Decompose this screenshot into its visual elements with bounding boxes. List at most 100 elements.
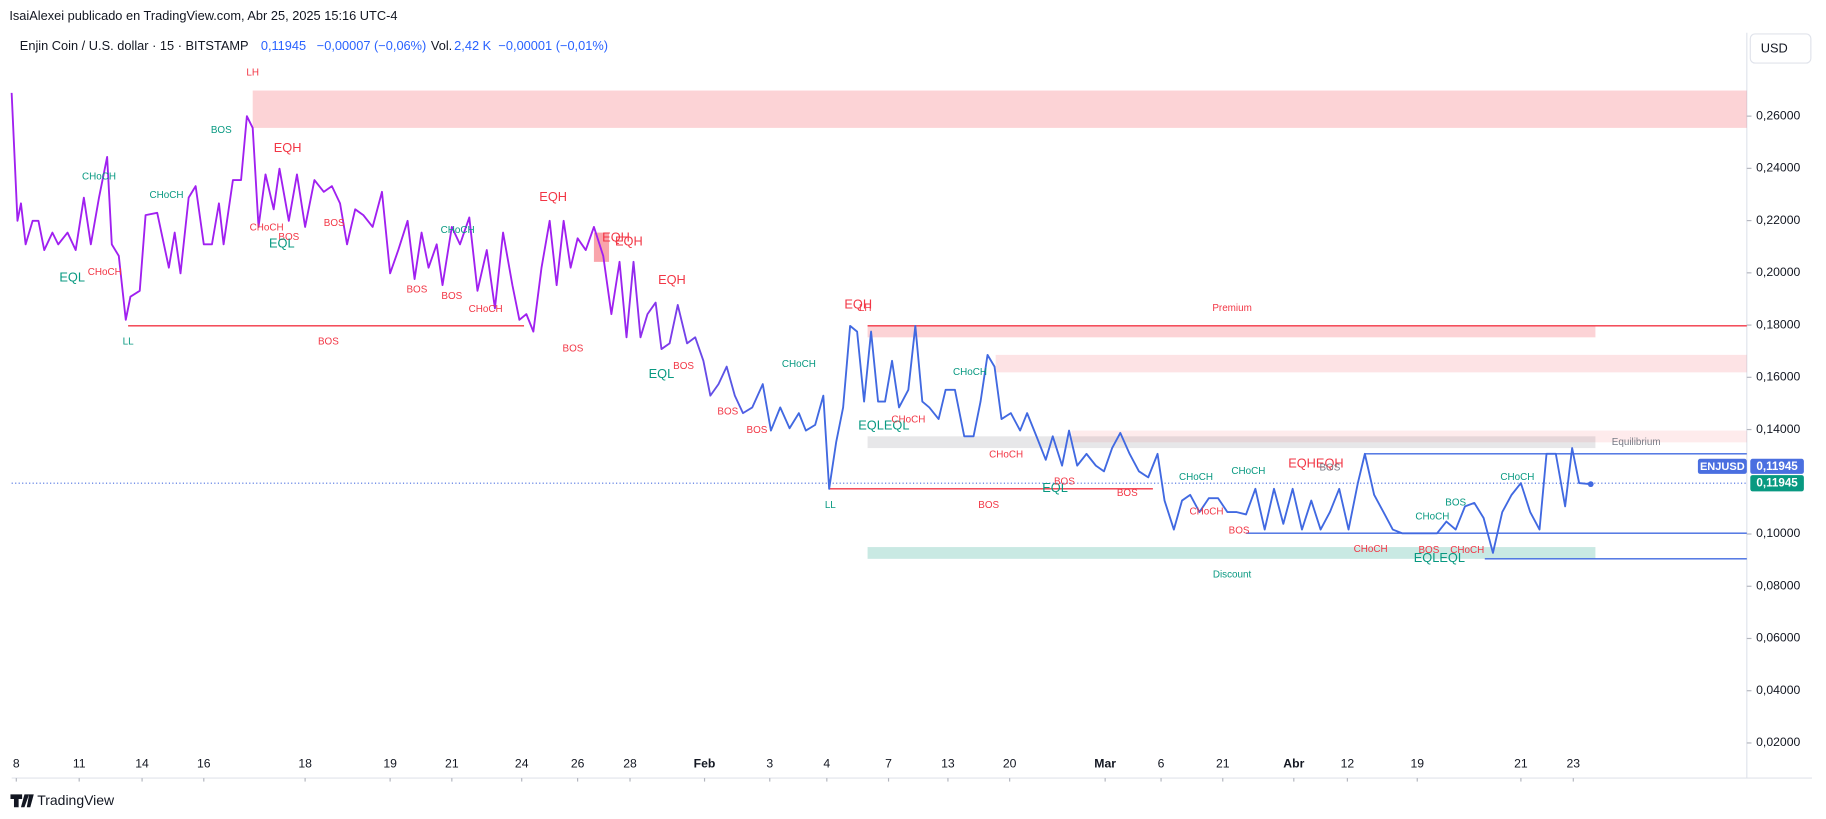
brand-logo [10,794,34,808]
x-tick-label: Abr [1283,756,1304,770]
annotation: EQLEQL [858,417,909,432]
y-tick-label: 0,18000 [1756,317,1800,331]
annotation: EQHEQH [1288,456,1343,471]
y-tick-label: 0,16000 [1756,370,1800,384]
change: −0,00007 (−0,06%) [317,38,427,53]
annotation: CHoCH [1231,466,1265,477]
annotation: EQH [844,296,872,311]
symbol-label: ENJUSD [1700,461,1745,473]
annotation: BOS [717,407,738,418]
plot: 0,26000 0,24000 0,22000 0,20000 0,18000 0,160… [10,68,1804,782]
annotation: BOS [1445,498,1466,509]
annotation: BOS [673,361,694,372]
x-tick-label: Feb [694,756,716,770]
symbol-badge [1697,458,1747,474]
x-tick-label: 21 [1216,756,1230,770]
annotation: EQL [1042,480,1068,495]
annotation: Premium [1212,303,1252,314]
currency[interactable]: USD [1761,40,1788,55]
annotation: EQH [615,233,643,248]
annotation: BOS [211,125,232,136]
annotation: BOS [978,500,999,511]
annotation: CHoCH [250,223,284,234]
annotation: CHoCH [82,171,116,182]
annotation: LL [123,337,134,348]
x-tick-label: 7 [885,756,892,770]
annotation: EQH [602,230,630,245]
annotation: CHoCH [891,415,925,426]
annotation: BOS [278,232,299,243]
price-line [10,92,1591,554]
currency-button[interactable] [1749,33,1812,64]
annotation: CHoCH [1415,511,1449,522]
x-tick-label: 16 [197,756,211,770]
annotation: BOS [324,218,345,229]
y-tick-label: 0,14000 [1756,422,1800,436]
x-tick-label: 4 [823,756,830,770]
vol: 2,42 K [454,38,491,53]
zone [995,354,1747,373]
x-tick-label: 24 [515,756,529,770]
zone [867,436,1596,449]
annotation: EQL [59,269,85,284]
annotation: EQH [658,272,686,287]
annotation: BOS [563,344,584,355]
annotation: CHoCH [989,450,1023,461]
annotation: BOS [318,337,339,348]
annotation: EQH [274,140,302,155]
zone [252,90,1747,128]
annotation: LH [859,303,872,314]
annotation: BOS [441,291,462,302]
symbol: Enjin Coin / U.S. dollar · 15 · BITSTAMP [20,38,249,53]
y-tick-label: 0,04000 [1756,683,1800,697]
y-tick-label: 0,10000 [1756,526,1800,540]
annotation: BOS [1117,488,1138,499]
x-tick-label: 13 [941,756,955,770]
x-tick-label: 21 [445,756,459,770]
x-tick-label: 6 [1158,756,1165,770]
y-tick-label: 0,26000 [1756,108,1800,122]
y-tick-label: 0,08000 [1756,578,1800,592]
last-point [1587,481,1594,488]
annotation: CHoCH [88,267,122,278]
zone [1071,430,1747,443]
annotation: LL [825,500,836,511]
x-tick-label: 18 [298,756,312,770]
publisher-line: IsaiAlexei publicado en TradingView.com,… [9,8,397,23]
brand: TradingView [37,792,115,808]
price: 0,11945 [261,38,306,53]
annotation: CHoCH [953,367,987,378]
vol-label: Vol. [431,38,452,53]
price-badge [1750,458,1804,474]
annotation: BOS [1229,525,1250,536]
x-tick-label: 19 [1410,756,1424,770]
x-tick-label: 26 [571,756,585,770]
y-tick-label: 0,06000 [1756,631,1800,645]
zone [867,547,1596,559]
price-badge-label: 0,11945 [1756,460,1798,473]
x-tick-label: 21 [1514,756,1528,770]
vol-change: −0,00001 (−0,01%) [498,38,608,53]
annotation: CHoCH [1179,472,1213,483]
x-tick-label: 19 [383,756,397,770]
annotation: BOS [406,284,427,295]
annotation: Discount [1213,570,1252,581]
annotation: BOS [747,425,768,436]
annotation: CHoCH [1500,472,1534,483]
x-tick-label: 3 [766,756,773,770]
annotation: CHoCH [1450,545,1484,556]
y-tick-label: 0,24000 [1756,161,1800,175]
annotation: CHoCH [1354,544,1388,555]
price-badge-2 [1750,475,1804,492]
x-tick-label: 28 [623,756,637,770]
annotation: CHoCH [441,225,475,236]
y-tick-label: 0,02000 [1756,735,1800,749]
zone [867,325,1596,338]
annotation: BOS [1418,545,1439,556]
annotation: CHoCH [782,359,816,370]
annotation: Equilibrium [1612,437,1661,448]
x-tick-label: 11 [73,756,86,770]
annotation: BOS [1319,463,1340,474]
